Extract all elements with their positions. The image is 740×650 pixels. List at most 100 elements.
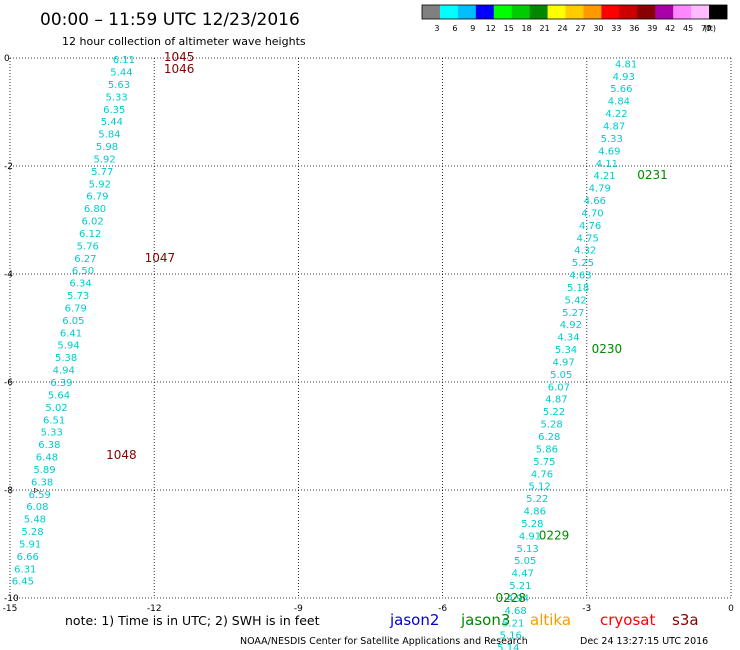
- colorbar-label: 45: [683, 24, 693, 33]
- chart-title: 00:00 – 11:59 UTC 12/23/2016: [40, 10, 300, 30]
- wave-height-point: 4.75: [577, 233, 599, 244]
- wave-height-point: 4.79: [589, 184, 611, 195]
- wave-height-point: 4.92: [560, 320, 582, 331]
- wave-height-point: 6.11: [113, 55, 135, 66]
- wave-height-point: 4.68: [504, 606, 526, 617]
- wave-height-point: 5.92: [89, 179, 111, 190]
- colorbar-label: 39: [647, 24, 657, 33]
- wave-height-point: 6.45: [12, 577, 34, 588]
- colorbar-frame: [421, 4, 728, 20]
- chart-note: note: 1) Time is in UTC; 2) SWH is in fe…: [65, 613, 320, 628]
- wave-height-point: 4.91: [519, 531, 541, 542]
- wave-height-point: 5.28: [541, 420, 563, 431]
- wave-height-point: 6.05: [62, 316, 84, 327]
- plot-grid: [9, 57, 732, 599]
- wave-height-point: 6.35: [103, 105, 125, 116]
- wave-height-point: 5.21: [509, 581, 531, 592]
- wave-height-point: 4.69: [598, 146, 620, 157]
- y-tick-label: -2: [4, 162, 13, 172]
- colorbar: 3 6 9 12 15 18 21 24 27 30 33 36 39 42 45 70: [421, 4, 728, 33]
- wave-height-point: 4.94: [53, 366, 75, 377]
- wave-height-point: 5.89: [33, 465, 55, 476]
- colorbar-swatch: [583, 5, 602, 19]
- wave-height-point: 5.94: [57, 341, 79, 352]
- x-tick-label: 0: [728, 604, 734, 614]
- wave-height-point: 6.39: [50, 378, 72, 389]
- colorbar-label: 27: [575, 24, 585, 33]
- wave-height-point: 5.44: [110, 68, 132, 79]
- colorbar-swatch: [637, 5, 656, 19]
- legend-entry-jason3: jason3: [460, 611, 510, 629]
- y-tick-label: -8: [4, 486, 13, 496]
- colorbar-swatch: [601, 5, 620, 19]
- wave-height-point: 6.31: [14, 564, 36, 575]
- wave-height-point: 6.34: [69, 279, 91, 290]
- wave-height-point: 5.21: [502, 618, 524, 629]
- wave-height-point: 4.11: [596, 159, 618, 170]
- legend-entry-cryosat: cryosat: [600, 611, 655, 629]
- colorbar-label: 33: [611, 24, 621, 33]
- wave-height-point: 5.42: [565, 295, 587, 306]
- wave-height-point: 5.38: [55, 353, 77, 364]
- legend-entry-jason2: jason2: [389, 611, 439, 629]
- colorbar-swatch: [422, 5, 441, 19]
- wave-height-point: 5.76: [77, 241, 99, 252]
- wave-height-point: 5.75: [533, 457, 555, 468]
- colorbar-label: 9: [470, 24, 475, 33]
- wave-height-point: 5.92: [93, 154, 115, 165]
- x-tick-label: -12: [147, 604, 162, 614]
- wave-height-point: 5.14: [497, 643, 519, 650]
- x-tick-label: -15: [3, 604, 18, 614]
- colorbar-label: 6: [452, 24, 457, 33]
- wave-height-point: 4.47: [512, 569, 534, 580]
- colorbar-swatch: [655, 5, 674, 19]
- wave-height-point: 5.64: [48, 390, 70, 401]
- colorbar-swatch: [511, 5, 530, 19]
- wave-height-point: 6.59: [29, 490, 51, 501]
- wave-height-point: 6.51: [43, 415, 65, 426]
- wave-height-point: 6.02: [81, 217, 103, 228]
- wave-height-point: 5.12: [528, 482, 550, 493]
- wave-height-point: 5.48: [24, 515, 46, 526]
- wave-height-point: 5.98: [96, 142, 118, 153]
- footer-timestamp: Dec 24 13:27:15 UTC 2016: [580, 636, 708, 647]
- wave-height-point: 6.38: [38, 440, 60, 451]
- wave-height-point: 4.87: [545, 395, 567, 406]
- wave-height-point: 4.22: [605, 109, 627, 120]
- x-tick-label: -9: [294, 604, 303, 614]
- satellite-legend: jason2 jason3 altika cryosat s3a: [389, 611, 699, 629]
- wave-height-point: 6.50: [72, 266, 94, 277]
- wave-height-point: 5.22: [526, 494, 548, 505]
- wave-height-point: 5.33: [601, 134, 623, 145]
- pass-time-label: 0228: [495, 591, 526, 605]
- wave-height-point: 5.25: [572, 258, 594, 269]
- y-tick-label: -10: [4, 594, 19, 604]
- wave-height-point: 6.80: [84, 204, 106, 215]
- wave-height-point: 5.91: [19, 539, 41, 550]
- wave-height-point: 6.79: [86, 192, 108, 203]
- wave-height-point: 6.41: [60, 328, 82, 339]
- colorbar-label: 30: [593, 24, 603, 33]
- wave-height-point: 5.33: [41, 428, 63, 439]
- footer-credit: NOAA/NESDIS Center for Satellite Applica…: [240, 636, 528, 647]
- wave-height-point: 4.66: [584, 196, 606, 207]
- wave-height-point: 6.79: [65, 303, 87, 314]
- colorbar-label: 42: [665, 24, 675, 33]
- colorbar-label: 3: [434, 24, 439, 33]
- wave-height-point: 5.28: [521, 519, 543, 530]
- colorbar-swatch: [547, 5, 566, 19]
- wave-height-point: 4.63: [569, 271, 591, 282]
- y-tick-label: 0: [4, 54, 10, 64]
- wave-height-point: 5.84: [98, 130, 120, 141]
- wave-height-point: 5.77: [91, 167, 113, 178]
- wave-height-point: 6.38: [31, 477, 53, 488]
- wave-height-point: 5.86: [536, 444, 558, 455]
- wave-height-point: 4.76: [579, 221, 601, 232]
- wave-height-point: 6.48: [36, 453, 58, 464]
- y-tick-label: -6: [4, 378, 13, 388]
- wave-height-point: 5.44: [101, 117, 123, 128]
- legend-entry-s3a: s3a: [672, 611, 699, 629]
- wave-height-point: 5.18: [567, 283, 589, 294]
